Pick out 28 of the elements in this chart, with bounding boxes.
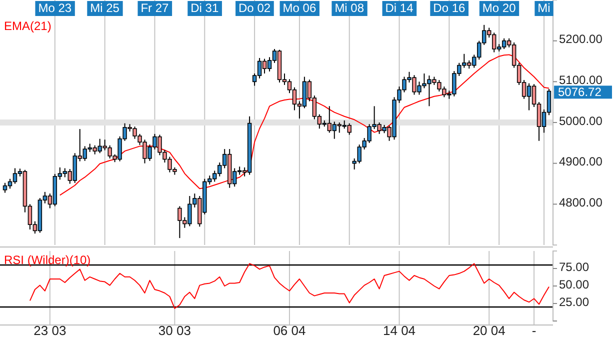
y-tick-label: 5100.00: [559, 73, 603, 88]
x-tick-label: 23 03: [34, 323, 66, 338]
x-tick-label: Mo 06: [282, 1, 316, 15]
x-tick-label: 14 04: [383, 323, 416, 338]
x-tick-label: Fr 27: [140, 1, 170, 15]
y-tick-label: 4900.00: [559, 154, 603, 169]
x-tick-label: Mi: [538, 1, 550, 15]
x-tick-label: Do 02: [238, 1, 271, 15]
x-tick-label: Di 31: [190, 1, 219, 15]
x-tick-label: Mi 08: [334, 1, 364, 15]
x-tick-label: Do 16: [433, 1, 466, 15]
x-tick-label: 20 04: [472, 323, 506, 338]
x-tick-label: Di 14: [385, 1, 414, 15]
y-tick-label: 25.00: [559, 294, 590, 309]
text: 5076.72: [558, 85, 602, 100]
x-tick-label: Mo 23: [38, 1, 72, 15]
x-tick-label: Mi 25: [90, 1, 120, 15]
y-tick-label: 75.00: [559, 260, 590, 274]
x-tick-label: -: [532, 323, 536, 338]
y-tick-label: 5200.00: [559, 32, 603, 46]
x-tick-label: 06 04: [273, 323, 306, 338]
y-tick-label: 4800.00: [559, 196, 603, 210]
x-tick-label: 30 03: [158, 323, 191, 338]
text: EMA(21): [4, 19, 52, 33]
y-tick-label: 5000.00: [559, 114, 603, 128]
series-label: RSI (Wilder)(10): [4, 253, 91, 267]
y-tick-label: 50.00: [559, 277, 590, 292]
x-tick-label: Mo 20: [482, 1, 516, 15]
